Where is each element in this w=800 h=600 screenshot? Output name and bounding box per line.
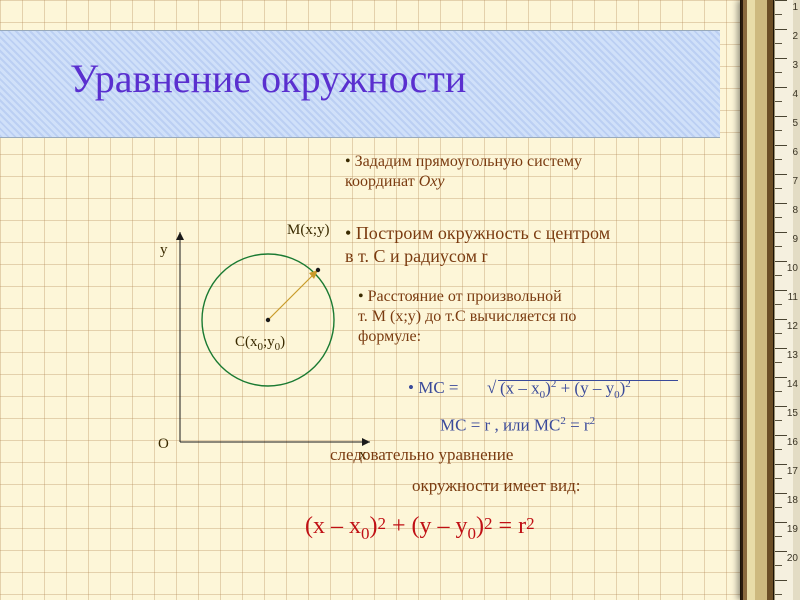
bf-s2: 0: [468, 524, 477, 543]
bf-a: (x – x: [305, 513, 361, 539]
ruler-n14: 14: [787, 379, 798, 390]
ruler-n11: 11: [788, 292, 798, 303]
ruler-n1: 1: [792, 2, 798, 13]
ruler-n16: 16: [787, 437, 798, 448]
sqrt-icon: √: [487, 378, 496, 398]
us-p2: 2: [625, 378, 631, 390]
ruler-n5: 5: [792, 118, 798, 129]
center-label: С(x0;y0): [235, 334, 285, 353]
ruler-n9: 9: [792, 234, 798, 245]
ruler-n15: 15: [787, 408, 798, 419]
y-axis-label: y: [160, 242, 168, 259]
mc2-b: = r: [566, 416, 590, 435]
ruler-n20: 20: [787, 553, 798, 564]
ruler-n2: 2: [792, 31, 798, 42]
ruler-n4: 4: [792, 89, 798, 100]
bullet-1-l2b: Оxy: [419, 173, 445, 190]
coord-diagram: [0, 0, 400, 500]
mc2-p2: 2: [590, 415, 596, 427]
mc-eq: МС =: [418, 378, 458, 397]
ruler-n7: 7: [792, 176, 798, 187]
bf-c: = r: [493, 513, 527, 539]
under-sqrt: (x – x0)2 + (y – y0)2: [500, 378, 631, 401]
formula-mc2: МС = r , или МС2 = r2: [440, 415, 595, 436]
point-m-label: M(x;y): [287, 222, 330, 239]
bf-c1: ): [370, 513, 378, 539]
bf-p1: 2: [378, 514, 387, 533]
bf-p2: 2: [484, 514, 493, 533]
ruler-n8: 8: [792, 205, 798, 216]
center-pre: С(x: [235, 334, 258, 350]
follow-2: окружности имеет вид:: [412, 475, 581, 496]
ruler-n3: 3: [792, 60, 798, 71]
ruler-n18: 18: [787, 495, 798, 506]
ruler-n6: 6: [792, 147, 798, 158]
us-a: (x – x: [500, 379, 540, 398]
bf-c2: ): [476, 513, 484, 539]
ruler-n13: 13: [787, 350, 798, 361]
follow-1: следовательно уравнение: [330, 444, 513, 465]
mc2-a: МС = r , или МС: [440, 416, 560, 435]
us-b: + (y – y: [556, 379, 614, 398]
bf-p3: 2: [526, 514, 535, 533]
equation-of-circle: (x – x0)2 + (y – y0)2 = r2: [305, 513, 535, 544]
ruler-n17: 17: [787, 466, 798, 477]
ruler: 1 2 3 4 5 6 7 8 9 10 11 12 13 14 15 16 1…: [774, 0, 800, 600]
bf-b: + (y – y: [386, 513, 468, 539]
center-mid: ;y: [263, 334, 275, 350]
bf-s1: 0: [361, 524, 370, 543]
center-post: ): [280, 334, 285, 350]
formula-mc-line: • МС =: [408, 378, 459, 398]
ruler-n19: 19: [787, 524, 798, 535]
ruler-n12: 12: [787, 321, 798, 332]
origin-label: О: [158, 436, 169, 453]
ruler-n10: 10: [787, 263, 798, 274]
wooden-rod: [740, 0, 774, 600]
